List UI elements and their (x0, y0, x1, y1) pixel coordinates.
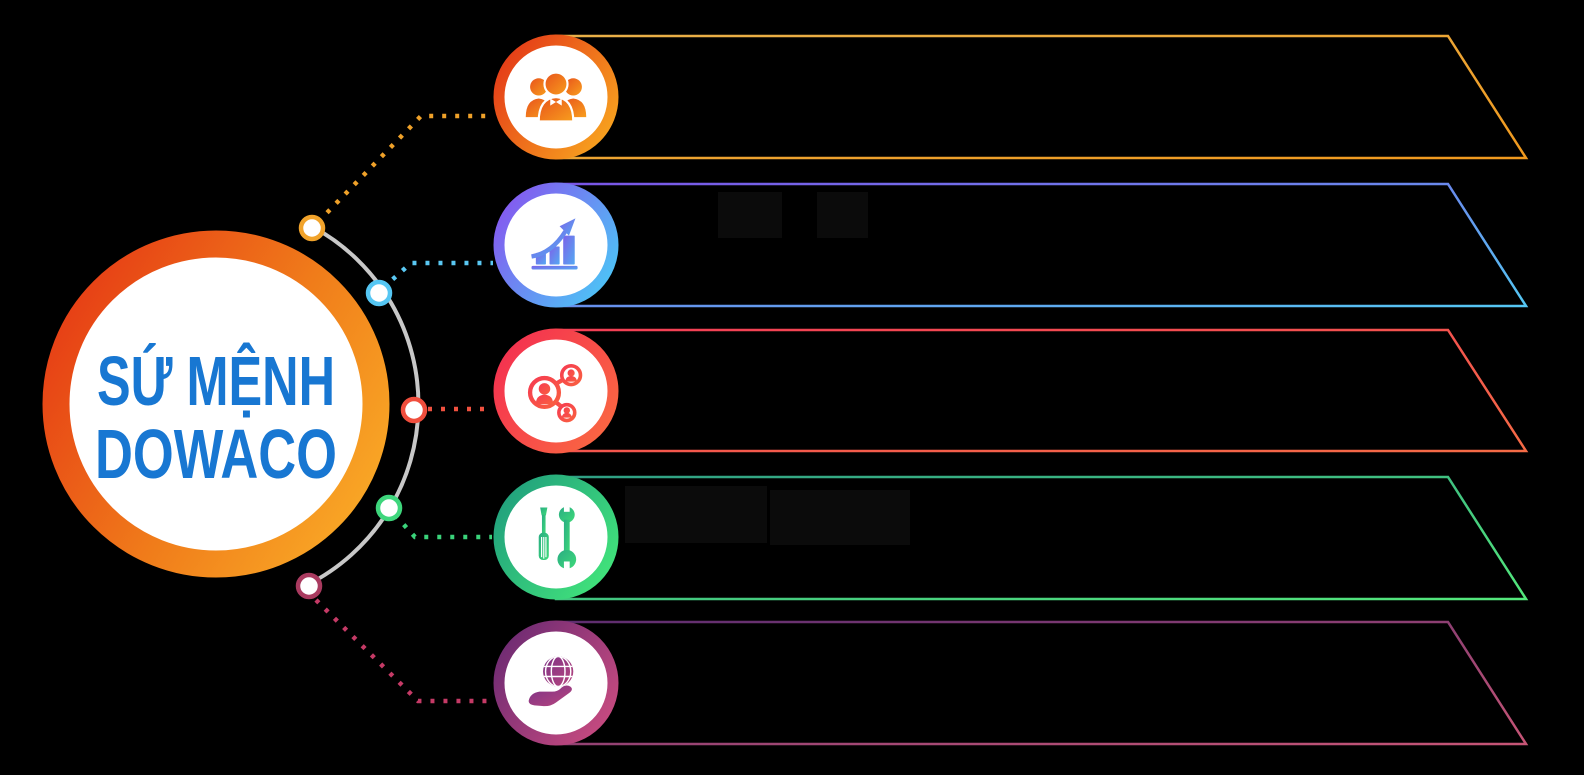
badge-tools (493, 474, 619, 600)
hub-ring (42, 230, 390, 578)
badge-network (493, 328, 619, 454)
team-group-icon (525, 71, 587, 123)
mission-band-1 (554, 34, 1529, 160)
hub-title-line1: SỨ MỆNH (97, 341, 335, 420)
growth-chart-icon (531, 218, 578, 270)
mission-band-2 (554, 182, 1529, 308)
arc-node-2 (365, 279, 393, 307)
arc-node-4 (375, 494, 403, 522)
badge-global (493, 620, 619, 746)
redacted-text-block (718, 192, 782, 238)
hub-title-line2: DOWACO (95, 415, 337, 493)
connector-dotted-line-1 (316, 113, 492, 224)
redacted-text-block (770, 490, 910, 545)
connector-dotted-line-4 (393, 513, 492, 540)
tools-icon (538, 503, 577, 571)
redacted-text-block (817, 192, 868, 238)
connector-dotted-line-2 (381, 260, 493, 290)
mission-hub: SỨ MỆNH DOWACO (42, 230, 390, 578)
badge-growth (493, 182, 619, 308)
redacted-text-block (625, 486, 767, 543)
badge-team (493, 34, 619, 160)
connector-dotted-line-5 (314, 598, 492, 704)
mission-band-3 (554, 328, 1529, 453)
globe-hand-icon (528, 656, 574, 707)
arc-node-3 (400, 396, 428, 424)
mission-band-5 (554, 620, 1529, 746)
arc-node-1 (298, 214, 326, 242)
customer-network-icon (527, 363, 583, 423)
badge-ring (493, 474, 619, 600)
arc-node-5 (295, 572, 323, 600)
